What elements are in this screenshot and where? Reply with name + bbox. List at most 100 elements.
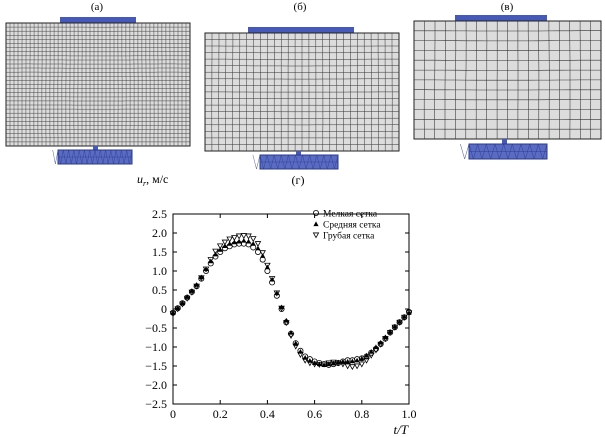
mesh-line	[52, 149, 56, 165]
mesh-line	[256, 154, 261, 170]
x-tick-label: 0	[170, 407, 176, 421]
data-point	[345, 358, 351, 364]
data-point	[372, 347, 380, 354]
y-tick-label: −1.0	[145, 340, 167, 354]
data-point	[254, 241, 262, 248]
data-point	[358, 361, 366, 368]
data-point	[363, 357, 370, 364]
data-point	[353, 363, 361, 370]
data-point	[287, 333, 295, 340]
data-point	[320, 361, 328, 368]
y-tick-label: 2.0	[152, 226, 167, 240]
data-point	[212, 248, 219, 255]
data-point	[169, 311, 177, 317]
legend-label: Средняя сетка	[323, 221, 381, 231]
legend-marker	[313, 221, 319, 227]
data-point	[391, 324, 399, 331]
y-tick-label: 0	[161, 302, 167, 316]
stem	[296, 151, 301, 156]
x-tick-label: 0.4	[260, 407, 275, 421]
data-point	[207, 257, 215, 264]
panel-label-b: (б)	[293, 1, 307, 13]
y-tick-label: −2.5	[145, 397, 167, 411]
mesh-line	[464, 143, 470, 160]
data-point	[316, 362, 323, 368]
top-electrode	[455, 15, 547, 21]
chart-panel-label: (г)	[292, 173, 305, 187]
data-point	[236, 238, 242, 244]
data-point	[330, 360, 337, 366]
data-point	[283, 320, 290, 327]
data-point	[292, 340, 299, 347]
stem	[502, 139, 507, 145]
mesh-line	[55, 149, 59, 165]
legend-label: Мелкая сетка	[323, 210, 378, 220]
data-point	[268, 276, 276, 283]
data-point	[227, 241, 233, 246]
mesh-line	[252, 154, 257, 170]
data-point	[344, 363, 351, 370]
x-tick-labels: 0 0.2 0.4 0.6 0.8 1.0	[170, 407, 417, 421]
y-tick-label: −2.0	[145, 378, 167, 392]
data-point	[278, 305, 285, 312]
data-point	[235, 233, 243, 240]
data-point	[240, 233, 248, 240]
data-point	[255, 245, 261, 251]
y-tick-label: 1.5	[152, 245, 167, 259]
mesh-panel-medium	[204, 27, 400, 170]
data-point	[330, 359, 337, 366]
data-point	[321, 362, 327, 367]
data-point	[401, 314, 408, 321]
series-triangle-down	[169, 233, 413, 371]
data-point	[202, 266, 210, 273]
data-point	[245, 238, 252, 244]
legend-marker	[312, 210, 319, 217]
data-point	[217, 247, 223, 252]
data-point	[311, 361, 318, 368]
data-point	[307, 358, 313, 363]
data-point	[264, 262, 271, 269]
data-point	[301, 357, 309, 364]
data-point	[334, 360, 342, 367]
data-point	[326, 361, 332, 367]
plot-frame	[172, 213, 410, 405]
data-point	[249, 236, 257, 243]
legend-label: Грубая сетка	[323, 231, 375, 242]
y-tick-label: 1.0	[152, 264, 167, 278]
data-point	[377, 341, 384, 348]
mesh-panel-coarse	[413, 15, 602, 160]
data-point	[283, 317, 289, 323]
x-tick-label: 0.6	[307, 407, 322, 421]
data-point	[245, 233, 252, 240]
y-axis-label: ur, м/с	[137, 172, 168, 188]
x-tick-label: 0.2	[213, 407, 228, 421]
data-point	[208, 258, 214, 264]
data-point	[382, 336, 389, 343]
data-point	[325, 360, 333, 367]
data-point	[297, 352, 304, 359]
data-point	[216, 243, 224, 250]
data-point	[386, 330, 394, 336]
data-point	[231, 239, 237, 245]
legend-marker	[312, 232, 320, 239]
x-tick-label: 1.0	[402, 407, 417, 421]
data-point	[241, 238, 247, 243]
data-point	[306, 360, 314, 367]
stem	[93, 146, 98, 151]
data-point	[367, 352, 375, 359]
data-point	[359, 355, 365, 361]
data-point	[405, 310, 413, 317]
data-point	[222, 243, 228, 248]
y-tick-label: −0.5	[145, 321, 167, 335]
mesh-panel-fine	[5, 17, 191, 165]
y-tick-label: −1.5	[145, 359, 167, 373]
data-point	[183, 295, 191, 302]
x-axis-label: t/T	[394, 422, 409, 437]
top-electrode	[248, 27, 354, 33]
data-point	[188, 289, 196, 296]
data-point	[363, 352, 370, 358]
data-point	[198, 275, 205, 282]
data-point	[221, 239, 229, 246]
x-tick-label: 0.8	[354, 407, 369, 421]
